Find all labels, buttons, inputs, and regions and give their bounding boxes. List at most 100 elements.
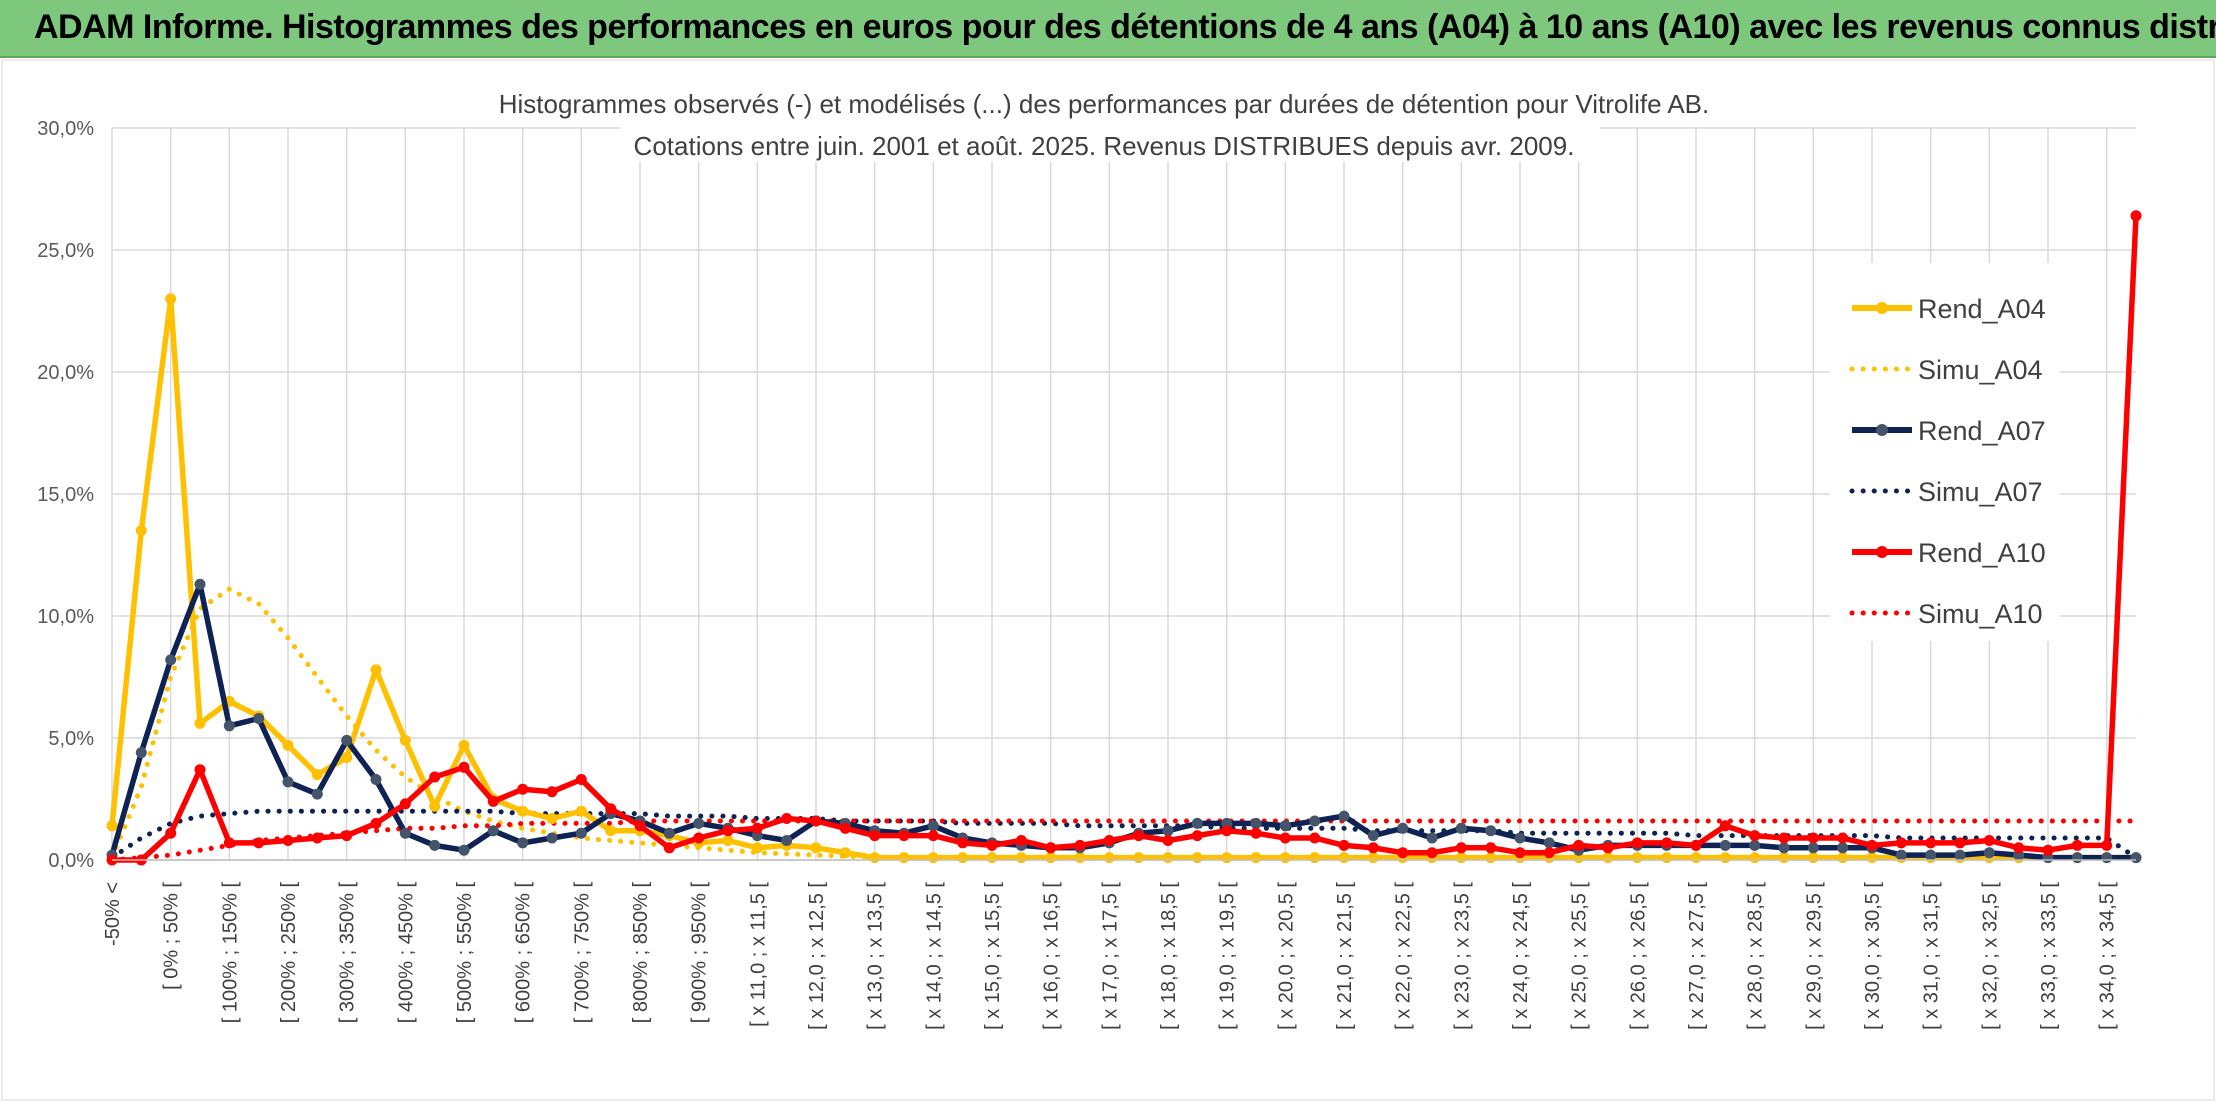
data-point	[1778, 852, 1790, 864]
data-point	[429, 771, 441, 783]
data-point	[1895, 849, 1907, 861]
data-point	[1309, 832, 1321, 844]
legend-marker	[1876, 302, 1888, 314]
legend-label: Simu_A10	[1918, 599, 2043, 629]
data-point	[2130, 852, 2142, 864]
x-tick-label: [ 0% ; 50% [	[161, 882, 183, 990]
data-point	[1426, 832, 1438, 844]
legend-label: Simu_A04	[1918, 355, 2043, 385]
data-point	[282, 739, 294, 751]
legend-label: Rend_A04	[1918, 294, 2046, 324]
legend-label: Rend_A10	[1918, 538, 2046, 568]
data-point	[341, 830, 353, 842]
data-point	[1690, 839, 1702, 851]
data-point	[2042, 844, 2054, 856]
x-tick-label: [ x 13,0 ; x 13,5 [	[865, 882, 887, 1030]
data-point	[1250, 852, 1262, 864]
data-point	[1455, 842, 1467, 854]
data-point	[311, 788, 323, 800]
data-point	[693, 817, 705, 829]
chart-title: Histogrammes observés (-) et modélisés (…	[499, 89, 1710, 119]
data-point	[634, 820, 646, 832]
data-point	[1837, 852, 1849, 864]
chart-area: 0,0% 5,0% 10,0% 15,0% 20,0% 25,0% 30,0% -50% < […	[0, 58, 2216, 1102]
data-point	[106, 820, 118, 832]
x-tick-label: [ 300% ; 350% [	[337, 882, 359, 1024]
data-point	[605, 825, 617, 837]
data-point	[223, 720, 235, 732]
x-tick-label: [ x 17,0 ; x 17,5 [	[1099, 882, 1121, 1030]
x-tick-label: [ 500% ; 550% [	[454, 882, 476, 1024]
report-banner: ADAM Informe. Histogrammes des performan…	[0, 0, 2216, 58]
data-point	[282, 776, 294, 788]
data-point	[517, 783, 529, 795]
banner-title: ADAM Informe. Histogrammes des performan…	[34, 8, 2216, 46]
data-point	[1221, 852, 1233, 864]
y-tick-label: 25,0%	[37, 240, 94, 262]
data-point	[751, 842, 763, 854]
legend-item-simu-a04: Simu_A04	[1849, 355, 2043, 385]
legend-label: Simu_A07	[1918, 477, 2043, 507]
data-point	[1719, 839, 1731, 851]
data-point	[2101, 839, 2113, 851]
data-point	[898, 852, 910, 864]
y-tick-label: 10,0%	[37, 606, 94, 628]
data-point	[1514, 847, 1526, 859]
data-point	[1338, 839, 1350, 851]
data-point	[575, 827, 587, 839]
data-point	[1279, 820, 1291, 832]
data-point	[1749, 839, 1761, 851]
legend-item-rend-a07: Rend_A07	[1852, 416, 2046, 446]
data-point	[2071, 839, 2083, 851]
data-point	[399, 827, 411, 839]
x-tick-label: [ 400% ; 450% [	[395, 882, 417, 1024]
data-point	[1749, 852, 1761, 864]
data-point	[1661, 852, 1673, 864]
data-point	[1690, 852, 1702, 864]
data-point	[370, 664, 382, 676]
data-point	[898, 830, 910, 842]
data-point	[1954, 849, 1966, 861]
x-tick-label: [ x 14,0 ; x 14,5 [	[923, 882, 945, 1030]
x-tick-label: [ x 22,0 ; x 22,5 [	[1393, 882, 1415, 1030]
data-point	[487, 795, 499, 807]
data-point	[1279, 852, 1291, 864]
data-point	[1895, 837, 1907, 849]
data-point	[458, 739, 470, 751]
data-point	[1631, 837, 1643, 849]
data-point	[429, 800, 441, 812]
data-point	[311, 769, 323, 781]
x-tick-label: [ x 31,0 ; x 31,5 [	[1921, 882, 1943, 1030]
legend-backdrop	[1830, 263, 2060, 641]
data-point	[253, 837, 265, 849]
data-point	[1837, 832, 1849, 844]
data-point	[2013, 842, 2025, 854]
data-point	[1983, 835, 1995, 846]
data-point	[1103, 852, 1115, 864]
data-point	[1631, 852, 1643, 864]
x-tick-label: [ x 19,0 ; x 19,5 [	[1217, 882, 1239, 1030]
x-tick-label: [ x 32,0 ; x 32,5 [	[1979, 882, 2001, 1030]
histogram-chart: 0,0% 5,0% 10,0% 15,0% 20,0% 25,0% 30,0% -50% < […	[1, 59, 2215, 1101]
data-point	[1191, 817, 1203, 829]
data-point	[839, 822, 851, 834]
series-line	[109, 213, 2139, 863]
data-point	[957, 852, 969, 864]
data-point	[1074, 839, 1086, 851]
legend-item-rend-a10: Rend_A10	[1852, 538, 2046, 568]
data-point	[2101, 852, 2113, 864]
data-point	[1162, 825, 1174, 837]
data-point	[575, 805, 587, 817]
x-tick-label: [ x 11,0 ; x 11,5 [	[747, 882, 769, 1027]
series-line	[109, 296, 2139, 861]
data-point	[663, 827, 675, 839]
data-point	[1573, 839, 1585, 851]
data-point	[458, 761, 470, 773]
data-point	[546, 832, 558, 844]
data-point	[986, 852, 998, 864]
series-simu-a10	[109, 818, 2139, 863]
data-point	[135, 747, 147, 759]
data-point	[1221, 825, 1233, 837]
x-tick-label: [ 800% ; 850% [	[630, 882, 652, 1024]
x-tick-label: [ x 29,0 ; x 29,5 [	[1803, 882, 1825, 1030]
